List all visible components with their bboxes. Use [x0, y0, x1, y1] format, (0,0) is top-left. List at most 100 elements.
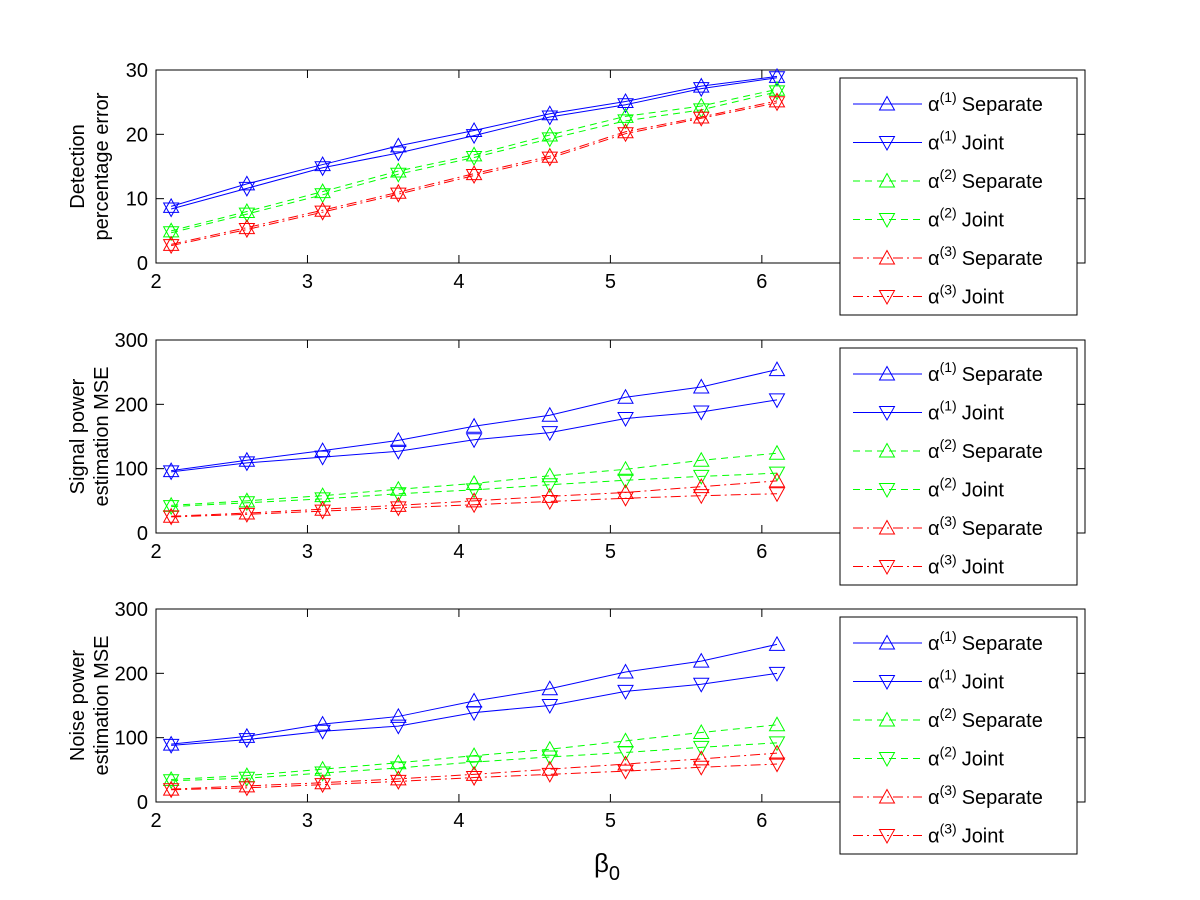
data-point — [692, 723, 710, 740]
data-point — [692, 103, 710, 119]
data-point — [162, 735, 180, 751]
data-point — [389, 761, 407, 777]
data-point — [314, 188, 331, 204]
panel-1-y-axis-label: Detection percentage error — [67, 92, 113, 240]
legend-entry-superscript: (1) — [940, 398, 957, 414]
legend-marker — [878, 365, 896, 381]
x-tick-label: 4 — [453, 541, 464, 563]
data-point — [314, 504, 331, 520]
data-point — [465, 146, 483, 162]
data-point — [541, 110, 559, 126]
x-tick-label: 2 — [150, 541, 161, 563]
data-point — [238, 181, 256, 197]
legend-entry-suffix: Joint — [962, 480, 1005, 502]
data-point — [692, 378, 710, 394]
y-axis-label-line: Noise power — [67, 650, 89, 762]
legend-marker — [878, 442, 896, 458]
y-tick-label: 200 — [115, 394, 148, 416]
legend-entry-label: α(1) Separate — [928, 628, 1043, 655]
data-point — [314, 778, 331, 794]
x-axis-label-subscript: 0 — [609, 863, 620, 885]
legend-entry-suffix: Joint — [962, 826, 1005, 848]
data-point — [162, 465, 180, 481]
data-point — [162, 239, 180, 255]
data-point — [768, 466, 786, 482]
data-point — [162, 235, 180, 251]
legend-entry-label: α(1) Joint — [928, 398, 1004, 425]
legend-entry-superscript: (1) — [940, 628, 957, 644]
legend-entry-suffix: Separate — [962, 710, 1043, 732]
data-point — [541, 767, 559, 783]
data-point — [768, 92, 786, 108]
panel-2-series-1 — [162, 361, 786, 478]
legend-marker — [878, 634, 896, 650]
legend-entry-label: α(2) Joint — [928, 744, 1004, 771]
legend-entry-superscript: (2) — [940, 475, 957, 491]
data-point — [541, 426, 559, 442]
data-point — [465, 417, 483, 433]
data-point — [465, 433, 483, 449]
data-point — [162, 202, 180, 218]
legend-entry-base: α — [928, 826, 940, 848]
x-tick-label: 3 — [302, 541, 313, 563]
legend-entry-suffix: Joint — [962, 287, 1005, 309]
legend-entry-suffix: Joint — [962, 210, 1005, 232]
data-point — [389, 774, 407, 790]
data-point — [389, 183, 407, 199]
data-point — [617, 411, 634, 428]
legend-entry-suffix: Separate — [962, 94, 1043, 116]
legend-marker — [878, 560, 896, 576]
legend-entry-superscript: (3) — [940, 552, 957, 568]
series-line — [171, 643, 778, 745]
data-point — [768, 85, 786, 101]
data-point — [692, 760, 710, 776]
y-tick-label: 100 — [115, 728, 148, 750]
data-point — [314, 715, 331, 731]
legend-entry-superscript: (1) — [940, 359, 957, 375]
y-axis-label-line: percentage error — [91, 92, 113, 240]
data-point — [541, 750, 559, 766]
data-point — [162, 462, 180, 478]
legend-entry-superscript: (1) — [940, 128, 957, 144]
data-point — [768, 666, 786, 682]
legend-entry-superscript: (2) — [940, 436, 957, 452]
y-tick-label: 0 — [137, 792, 148, 814]
y-axis-label-line: Detection — [67, 124, 89, 209]
legend-entry-suffix: Separate — [962, 518, 1043, 540]
series-line — [171, 480, 778, 517]
data-point — [768, 71, 786, 87]
data-point — [389, 431, 407, 447]
legend-entry-base: α — [928, 787, 940, 809]
legend-entry-superscript: (3) — [940, 243, 957, 259]
x-tick-label: 4 — [453, 810, 464, 832]
data-point — [617, 473, 634, 489]
legend-entry-base: α — [928, 248, 940, 270]
series-line — [171, 399, 778, 473]
legend-entry-base: α — [928, 749, 940, 771]
data-point — [541, 478, 559, 494]
data-point — [238, 492, 256, 508]
data-point — [541, 132, 559, 148]
series-line — [171, 91, 778, 234]
legend-entry-superscript: (1) — [940, 667, 957, 683]
legend-entry-label: α(3) Separate — [928, 243, 1043, 270]
legend-entry-suffix: Joint — [962, 403, 1005, 425]
legend-entry-label: α(3) Joint — [928, 821, 1004, 848]
data-point — [768, 487, 786, 503]
data-point — [389, 707, 407, 723]
data-point — [768, 96, 786, 112]
legend-entry-base: α — [928, 557, 940, 579]
data-point — [465, 129, 483, 145]
panel-2-series-6 — [162, 487, 786, 526]
legend-entry-base: α — [928, 133, 940, 155]
data-point — [238, 781, 256, 797]
legend-entry-superscript: (2) — [940, 705, 957, 721]
data-point — [541, 740, 559, 756]
data-point — [617, 98, 634, 114]
data-point — [238, 504, 256, 520]
legend-marker — [878, 290, 896, 306]
data-point — [238, 507, 256, 523]
